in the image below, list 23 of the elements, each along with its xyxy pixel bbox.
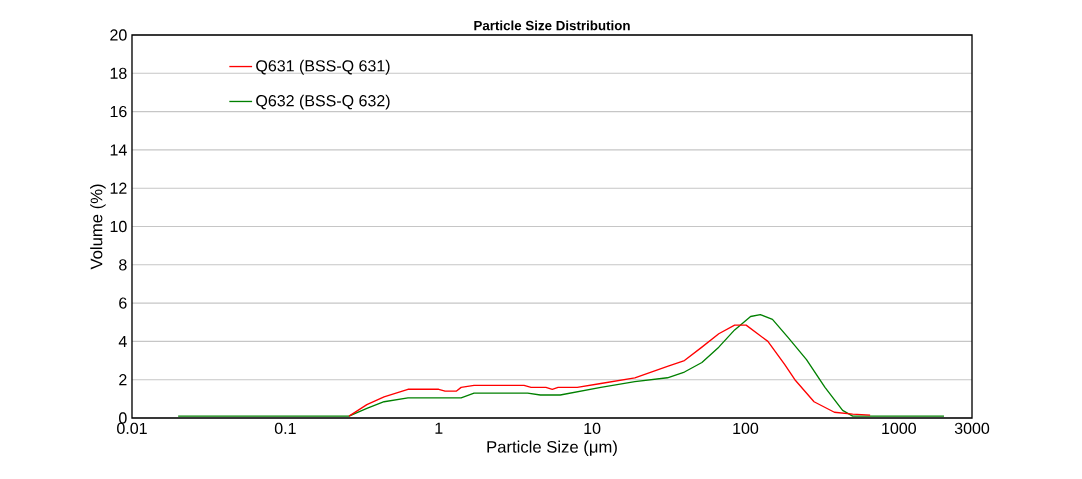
y-tick-label: 8 [119,259,127,271]
y-tick-label: 2 [119,374,127,386]
chart-title: Particle Size Distribution [474,20,630,31]
x-axis-title: Particle Size (μm) [487,440,617,457]
y-tick-label: 0 [119,412,127,424]
x-tick-label: 1000 [882,422,916,435]
y-tick-label: 4 [118,335,127,347]
legend-label: Q631 (BSS-Q 631) [256,59,390,75]
x-tick-label: 1 [435,422,443,434]
x-tick-label: 10 [584,422,601,435]
y-tick-label: 10 [110,220,127,233]
y-tick-label: 20 [110,29,127,41]
x-tick-label: 0.01 [117,422,147,435]
y-axis-title: Volume (%) [90,184,106,270]
y-tick-label: 16 [110,105,127,118]
x-tick-label: 3000 [954,422,990,435]
y-tick-label: 18 [110,67,127,79]
y-tick-label: 12 [110,182,127,194]
x-tick-label: 100 [733,422,759,435]
x-tick-label: 0.1 [274,422,296,435]
y-tick-label: 14 [110,144,127,156]
legend-label: Q632 (BSS-Q 632) [256,94,390,110]
y-tick-label: 6 [119,297,127,309]
